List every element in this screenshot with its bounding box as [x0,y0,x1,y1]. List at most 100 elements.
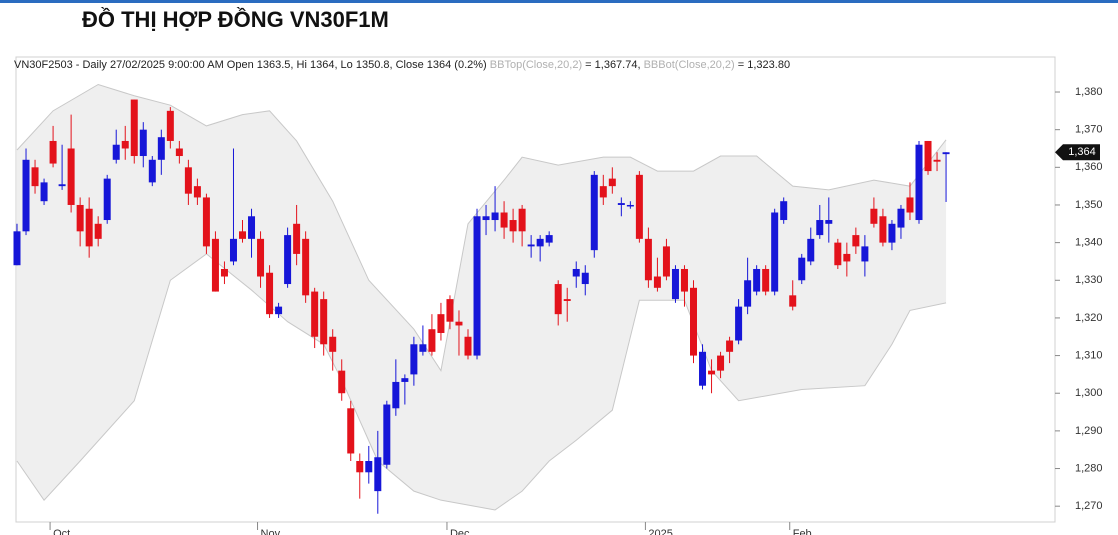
candle-body [816,220,824,236]
candle-body [365,461,373,473]
candle-body [121,140,129,149]
candle-body [924,140,932,172]
candle-body [446,299,454,322]
candle-body [717,355,725,371]
candle-body [49,140,57,164]
candle-body [103,178,111,221]
candle-body [257,238,265,277]
candle-body [897,208,905,228]
candle-body [771,212,779,292]
y-tick-label: 1,360 [1075,161,1103,173]
last-price-tag [1055,144,1100,161]
candle-body [248,216,256,239]
indicator-name: BBTop(Close,20,2) [489,59,583,71]
chart-title: ĐỒ THỊ HỢP ĐỒNG VN30F1M [82,7,389,32]
candle-body [662,246,670,277]
top-bar [0,0,1118,3]
candle-body [500,212,508,228]
candle-body [554,284,562,315]
candle-body [13,231,21,266]
candle-body [735,306,743,341]
candle-body [284,235,292,285]
candle-body [518,208,526,232]
band-fill [17,84,947,510]
candle-body [798,257,806,281]
candle-body [509,220,517,232]
y-tick-label: 1,300 [1075,387,1103,399]
y-tick-label: 1,350 [1075,199,1103,211]
candle-body [536,238,544,247]
band-line [16,83,947,372]
candle-body [94,223,102,239]
candle-body [825,220,833,224]
candle-body [915,144,923,221]
x-tick-label: 2025 [648,528,672,535]
candle-body [708,370,716,375]
candle-body [211,238,219,292]
last-price-label: 1,364 [1068,146,1096,158]
candle-body [527,244,535,247]
candle-body [671,268,679,300]
candle-body [789,295,797,307]
candle-body [374,457,382,492]
candle-body [834,242,842,266]
candle-body [293,223,301,254]
candle-body [31,167,39,187]
candle-body [491,212,499,221]
candle-body [879,216,887,243]
candle-body [843,253,851,262]
candle-body [428,329,436,352]
candle-body [40,182,48,202]
candle-body [753,268,761,292]
candle-body [482,216,490,221]
candle-body [807,238,815,262]
candle-body [699,351,707,386]
candle-body [590,174,598,251]
y-tick-label: 1,340 [1075,237,1103,249]
candle-body [22,159,30,232]
y-tick-label: 1,380 [1075,86,1103,98]
candle-body [852,235,860,247]
candle-body [726,340,734,352]
y-tick-label: 1,280 [1075,462,1103,474]
candle-body [338,370,346,394]
x-tick-label: Oct [53,528,70,535]
candle-body [942,152,950,155]
y-tick-label: 1,310 [1075,349,1103,361]
candle-body [762,268,770,292]
candle-body [888,223,896,243]
indicator-name: BBBot(Close,20,2) [643,59,735,71]
x-tick-label: Dec [450,528,470,535]
y-tick-label: 1,290 [1075,425,1103,437]
candle-body [455,321,463,326]
y-tick-label: 1,330 [1075,274,1103,286]
header-line: VN30F2503 - Daily 27/02/2025 9:00:00 AM … [14,59,790,71]
candle-body [383,404,391,465]
x-tick-label: Feb [793,528,812,535]
y-tick-label: 1,270 [1075,500,1103,512]
candle-body [690,287,697,356]
candle-body [608,178,616,187]
candle-body [581,272,589,285]
candle-body [175,148,183,157]
indicator-value: = 1,367.74, [585,59,641,71]
candle-body [166,110,174,141]
candle-body [437,314,445,333]
candle-body [220,268,228,277]
candle-body [76,204,84,232]
band-line [16,253,947,511]
candle-body [617,203,625,205]
candle-body [744,280,752,307]
candle-body [545,235,553,243]
candle-body [302,238,310,296]
candle-body [870,208,878,224]
candle-body [202,197,210,247]
candle-body [139,129,147,157]
indicator-value: = 1,323.80 [737,59,791,71]
candle-body [933,159,941,162]
candle-body [130,99,138,157]
candle-body [112,144,120,160]
candle-body [572,268,580,277]
candle-body [157,137,165,160]
